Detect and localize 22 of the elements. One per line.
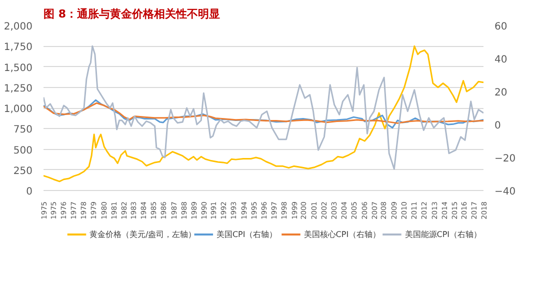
y-tick-label: 1,250 [4, 83, 33, 94]
legend-label: 美国能源CPI（右轴） [404, 230, 482, 239]
y-tick-label: 750 [13, 124, 33, 136]
y-tick-label: 0 [26, 186, 33, 198]
y-tick-label: 1,500 [4, 62, 33, 74]
chart-title: 图 8：通胀与黄金价格相关性不明显 [44, 8, 220, 20]
line-series [44, 99, 484, 129]
legend-label: 美国核心CPI（右轴） [304, 230, 381, 239]
legend-label: 黄金价格（美元/盎司，左轴） [90, 230, 196, 239]
y-tick-label: 1,000 [4, 104, 33, 115]
y2-tick-label: 40 [494, 54, 508, 66]
y-tick-label: 250 [13, 166, 33, 177]
y2-tick-label: 20 [494, 88, 508, 98]
line-series [44, 102, 484, 124]
y-tick-label: 2,000 [4, 22, 33, 32]
y-tick-label: 500 [13, 145, 33, 156]
legend-label: 美国CPI（右轴） [216, 230, 278, 239]
y2-tick-label: 0 [494, 120, 501, 132]
y2-tick-label: −40 [494, 186, 516, 198]
y2-tick-label: −20 [494, 154, 516, 164]
y-tick-label: 1,750 [4, 42, 33, 54]
y2-tick-label: 60 [494, 22, 508, 32]
